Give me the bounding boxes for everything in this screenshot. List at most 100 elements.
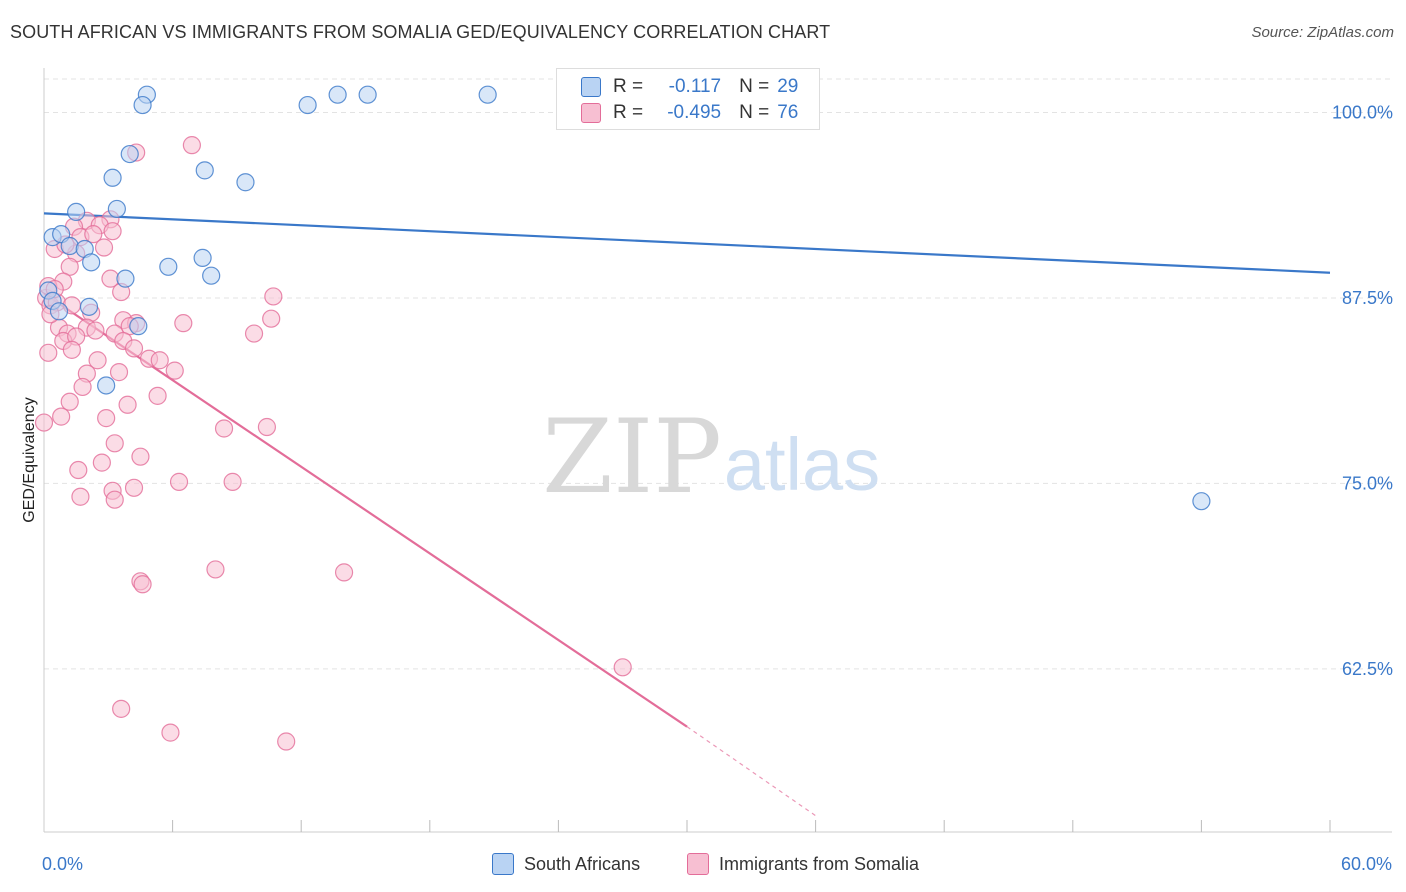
blue-data-point <box>97 376 116 395</box>
tick-labels: 100.0% 87.5% 75.0% 62.5% 0.0% 60.0% <box>42 103 1393 874</box>
pink-data-point <box>223 472 242 491</box>
legend-pink-label: Immigrants from Somalia <box>719 853 920 874</box>
pink-data-point <box>165 361 184 380</box>
pink-data-point <box>182 136 201 155</box>
blue-data-point <box>202 266 221 285</box>
pink-data-point <box>73 377 92 397</box>
pink-data-point <box>174 314 193 333</box>
pink-data-point <box>262 309 281 328</box>
pink-data-point <box>71 487 90 506</box>
pink-data-point <box>124 339 144 358</box>
pink-data-point <box>97 409 116 428</box>
blue-data-point <box>328 85 347 104</box>
blue-data-point <box>82 253 101 272</box>
blue-data-point <box>103 168 122 187</box>
y-tick-label: 62.5% <box>1342 659 1393 679</box>
blue-data-point <box>116 269 135 288</box>
legend-pink-swatch <box>687 853 709 875</box>
legend-blue-swatch <box>492 853 514 875</box>
blue-data-point <box>107 199 126 219</box>
blue-series-points <box>39 85 1211 511</box>
blue-data-point <box>79 297 99 316</box>
stats-row-blue: R = -0.117 N = 29 <box>581 74 798 100</box>
x-tick-label: 0.0% <box>42 854 83 874</box>
y-tick-label: 100.0% <box>1332 103 1393 123</box>
watermark-zip: ZIP <box>542 398 722 517</box>
pink-data-point <box>277 732 296 751</box>
pink-data-point <box>150 351 169 370</box>
pink-data-point <box>52 407 71 426</box>
pink-data-point <box>118 395 137 414</box>
gridlines <box>44 78 1392 670</box>
pink-data-point <box>161 723 180 742</box>
pink-n-value: 76 <box>777 102 799 123</box>
legend-item-south-africans[interactable]: South Africans <box>492 852 640 876</box>
pink-data-point <box>206 560 225 579</box>
pink-data-point <box>60 392 79 411</box>
pink-data-point <box>133 575 152 594</box>
pink-data-point <box>112 699 131 718</box>
pink-r-label: R = <box>613 102 644 123</box>
blue-data-point <box>298 95 317 115</box>
blue-swatch <box>581 77 601 97</box>
pink-trend-extension <box>686 726 816 817</box>
pink-data-point <box>169 472 189 491</box>
blue-data-point <box>358 85 377 104</box>
pink-data-point <box>103 222 122 241</box>
blue-data-point <box>133 95 152 115</box>
legend-blue-label: South Africans <box>524 853 641 874</box>
blue-data-point <box>236 173 255 192</box>
x-tick-label: 60.0% <box>1341 854 1392 874</box>
blue-data-point <box>120 144 139 164</box>
pink-n-label: N = <box>739 102 770 123</box>
pink-data-point <box>34 413 54 432</box>
pink-data-point <box>214 419 234 438</box>
watermark: ZIP atlas <box>542 398 880 517</box>
pink-data-point <box>86 321 105 340</box>
pink-data-point <box>62 340 81 359</box>
chart-title: SOUTH AFRICAN VS IMMIGRANTS FROM SOMALIA… <box>10 22 831 42</box>
pink-data-point <box>88 351 107 370</box>
stats-box: R = -0.117 N = 29 R = -0.495 N = 76 <box>556 68 820 130</box>
pink-data-point <box>94 238 114 257</box>
pink-swatch <box>581 103 601 123</box>
y-tick-label: 75.0% <box>1342 473 1393 493</box>
source-label: Source: ZipAtlas.com <box>1251 24 1394 41</box>
blue-data-point <box>67 202 86 221</box>
blue-r-label: R = <box>613 76 644 97</box>
blue-data-point <box>129 317 148 336</box>
pink-data-point <box>84 225 103 244</box>
pink-data-point <box>105 434 124 453</box>
pink-data-point <box>109 363 129 382</box>
blue-n-value: 29 <box>777 76 799 97</box>
y-axis-label: GED/Equivalency <box>21 397 38 523</box>
blue-data-point <box>195 161 214 180</box>
pink-data-point <box>257 417 277 437</box>
blue-data-point <box>478 85 497 104</box>
pink-data-point <box>39 343 58 362</box>
axes <box>43 68 1392 833</box>
pink-data-point <box>124 478 144 497</box>
blue-data-point <box>60 236 79 256</box>
blue-n-label: N = <box>739 76 770 97</box>
pink-data-point <box>613 658 632 677</box>
pink-r-value: -0.495 <box>667 102 722 123</box>
blue-data-point <box>49 302 69 321</box>
blue-data-point <box>193 248 212 267</box>
y-tick-label: 87.5% <box>1342 288 1393 308</box>
blue-data-point <box>1192 492 1211 511</box>
blue-trend-line <box>43 212 1331 274</box>
pink-data-point <box>264 287 283 306</box>
pink-data-point <box>334 563 354 582</box>
stats-row-pink: R = -0.495 N = 76 <box>581 100 798 126</box>
blue-r-value: -0.117 <box>668 76 722 97</box>
pink-data-point <box>244 324 264 343</box>
pink-data-point <box>92 453 111 472</box>
pink-data-point <box>148 386 167 405</box>
blue-data-point <box>159 257 178 276</box>
watermark-atlas: atlas <box>724 423 880 506</box>
pink-data-point <box>131 447 150 466</box>
legend-item-somalia[interactable]: Immigrants from Somalia <box>687 852 919 876</box>
pink-data-point <box>69 460 88 480</box>
